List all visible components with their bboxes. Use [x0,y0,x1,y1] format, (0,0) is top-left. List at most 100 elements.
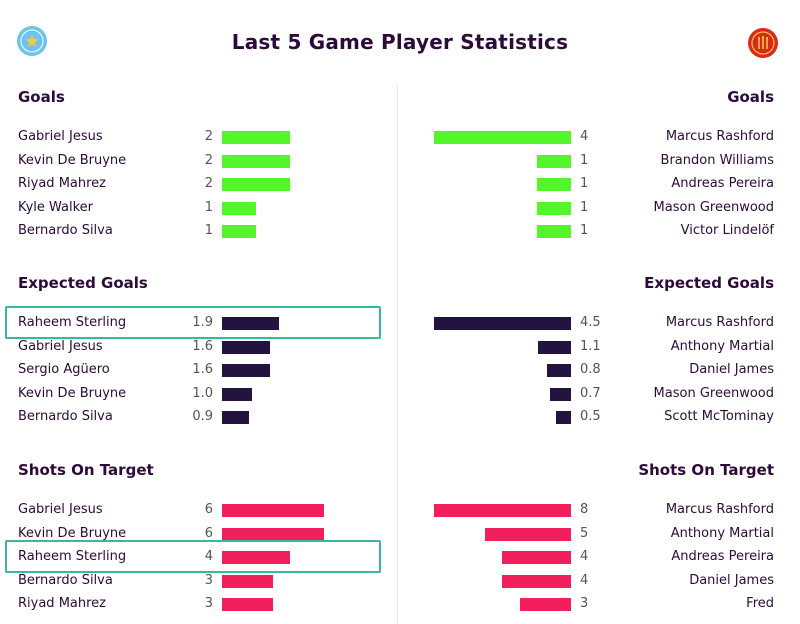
player-name-left: Bernardo Silva [18,223,113,238]
player-value-left: 1.6 [192,362,213,377]
player-value-left: 6 [204,502,213,517]
player-value-right: 3 [580,596,589,611]
player-value-left: 3 [204,573,213,588]
player-value-left: 1 [204,223,213,238]
player-value-right: 4 [580,129,589,144]
bar-left [222,388,252,401]
section-title-left: Shots On Target [18,461,154,479]
player-name-left: Kyle Walker [18,200,94,215]
bar-left [222,341,270,354]
player-name-right: Mason Greenwood [653,200,774,215]
player-value-right: 4 [580,549,589,564]
player-name-left: Riyad Mahrez [18,176,106,191]
player-name-left: Bernardo Silva [18,409,113,424]
bar-left [222,551,290,564]
player-name-left: Bernardo Silva [18,573,113,588]
team-badge-right [748,28,778,58]
player-name-left: Kevin De Bruyne [18,153,127,168]
bar-left [222,504,324,517]
section-title-right: Goals [727,88,774,106]
player-value-right: 0.5 [580,409,601,424]
player-value-right: 1 [580,200,589,215]
bar-left [222,155,290,168]
player-name-left: Raheem Sterling [18,315,127,330]
player-value-right: 0.7 [580,386,601,401]
player-value-right: 1.1 [580,339,601,354]
bar-right [537,178,571,191]
player-name-right: Andreas Pereira [671,549,774,564]
player-value-left: 2 [204,153,213,168]
bar-right [538,341,571,354]
player-value-left: 0.9 [192,409,213,424]
player-name-left: Kevin De Bruyne [18,526,127,541]
player-value-left: 1 [204,200,213,215]
bar-left [222,131,290,144]
page-title: Last 5 Game Player Statistics [231,30,569,54]
bar-left [222,575,273,588]
section-title-left: Expected Goals [18,274,148,292]
team-badge-left [17,26,47,56]
star-icon [18,27,46,55]
bar-right [434,131,571,144]
player-value-left: 1.6 [192,339,213,354]
player-value-right: 8 [580,502,589,517]
bar-right [434,317,571,330]
devil-icon [749,29,777,57]
player-name-right: Daniel James [689,573,774,588]
bar-left [222,598,273,611]
player-name-right: Marcus Rashford [665,129,774,144]
player-name-left: Gabriel Jesus [18,502,103,517]
bar-right [502,575,571,588]
player-value-left: 1.9 [192,315,213,330]
player-value-right: 1 [580,223,589,238]
player-value-right: 1 [580,176,589,191]
player-name-right: Victor Lindelöf [680,223,774,238]
player-value-left: 4 [204,549,213,564]
player-name-right: Scott McTominay [664,409,774,424]
player-name-right: Marcus Rashford [665,315,774,330]
player-name-left: Gabriel Jesus [18,129,103,144]
center-divider [397,86,398,624]
bar-left [222,528,324,541]
player-name-right: Mason Greenwood [653,386,774,401]
highlight-box [5,306,381,339]
player-name-left: Gabriel Jesus [18,339,103,354]
bar-right [537,225,571,238]
bar-left [222,225,256,238]
bar-left [222,364,270,377]
player-value-right: 1 [580,153,589,168]
player-value-right: 4 [580,573,589,588]
player-name-left: Sergio Agüero [18,362,110,377]
player-value-right: 5 [580,526,589,541]
bar-right [520,598,571,611]
player-name-right: Anthony Martial [670,526,774,541]
player-name-left: Riyad Mahrez [18,596,106,611]
bar-left [222,178,290,191]
bar-left [222,411,249,424]
player-value-left: 2 [204,129,213,144]
player-value-right: 0.8 [580,362,601,377]
player-value-right: 4.5 [580,315,601,330]
bar-right [550,388,571,401]
bar-right [537,202,571,215]
bar-right [547,364,571,377]
player-name-right: Brandon Williams [660,153,774,168]
player-value-left: 1.0 [192,386,213,401]
player-name-right: Anthony Martial [670,339,774,354]
player-value-left: 6 [204,526,213,541]
bar-left [222,202,256,215]
section-title-right: Shots On Target [638,461,774,479]
section-title-right: Expected Goals [644,274,774,292]
player-value-left: 2 [204,176,213,191]
player-name-left: Kevin De Bruyne [18,386,127,401]
player-name-right: Andreas Pereira [671,176,774,191]
bar-right [556,411,571,424]
player-name-right: Fred [746,596,774,611]
bar-right [502,551,571,564]
player-value-left: 3 [204,596,213,611]
highlight-box [5,540,381,573]
bar-right [537,155,571,168]
player-name-right: Marcus Rashford [665,502,774,517]
player-name-left: Raheem Sterling [18,549,127,564]
bar-right [485,528,571,541]
